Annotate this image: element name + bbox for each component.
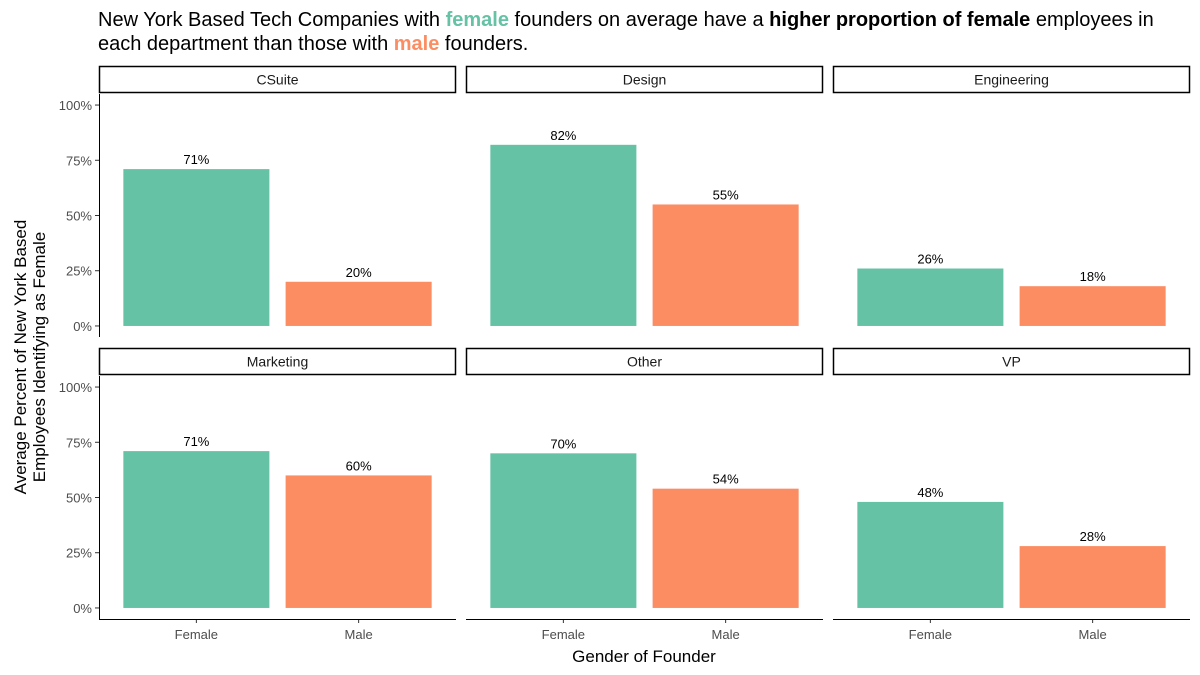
- bar-value-label: 70%: [550, 436, 576, 451]
- facet-label: Design: [623, 72, 667, 88]
- bar-value-label: 18%: [1080, 269, 1106, 284]
- bar-value-label: 20%: [346, 265, 372, 280]
- facet-strip: [465, 65, 824, 94]
- y-tick-label: 100%: [59, 380, 93, 395]
- y-tick-label: 100%: [59, 98, 93, 113]
- y-tick-label: 0%: [73, 319, 92, 334]
- facet-label: VP: [1002, 354, 1021, 370]
- title-bold-phrase: higher proportion of female: [769, 9, 1031, 31]
- bar-male: [652, 204, 799, 326]
- facet-strip: [465, 347, 824, 376]
- x-tick-label: Male: [1079, 627, 1107, 642]
- bar-female: [857, 501, 1004, 608]
- bar-value-label: 54%: [713, 472, 739, 487]
- y-tick-label: 50%: [66, 491, 92, 506]
- x-tick-label: Female: [909, 627, 952, 642]
- bar-male: [285, 475, 432, 608]
- title-female-word: female: [445, 9, 509, 31]
- y-tick-label: 0%: [73, 601, 92, 616]
- x-tick-label: Female: [542, 627, 585, 642]
- facet-strip: [832, 347, 1191, 376]
- bar-value-label: 28%: [1080, 529, 1106, 544]
- bar-male: [285, 281, 432, 326]
- title-part-2: founders on average have a: [508, 9, 770, 31]
- y-axis-title-line: Employees Identifying as Female: [30, 232, 49, 482]
- bar-female: [490, 453, 637, 608]
- bar-value-label: 60%: [346, 458, 372, 473]
- bar-female: [123, 451, 270, 608]
- bar-value-label: 55%: [713, 187, 739, 202]
- bar-value-label: 26%: [917, 252, 943, 267]
- title-part-3: employees in each department than those …: [98, 9, 1154, 55]
- y-tick-label: 25%: [66, 546, 92, 561]
- y-tick-label: 75%: [66, 153, 92, 168]
- facet-label: Engineering: [974, 72, 1049, 88]
- y-tick-label: 50%: [66, 209, 92, 224]
- bar-value-label: 82%: [550, 128, 576, 143]
- facet-strip: [832, 65, 1191, 94]
- facet-strip: [98, 65, 457, 94]
- facet-label: Marketing: [247, 354, 308, 370]
- x-tick-label: Male: [712, 627, 740, 642]
- title-part-4: founders.: [439, 33, 529, 55]
- bar-female: [857, 268, 1004, 326]
- x-tick-label: Female: [175, 627, 218, 642]
- bar-value-label: 71%: [183, 434, 209, 449]
- bar-female: [123, 169, 270, 326]
- y-tick-label: 25%: [66, 264, 92, 279]
- y-axis-title-line: Average Percent of New York Based: [11, 220, 30, 495]
- bar-male: [652, 488, 799, 608]
- x-tick-label: Male: [345, 627, 373, 642]
- title-male-word: male: [393, 33, 440, 55]
- y-tick-label: 75%: [66, 435, 92, 450]
- bar-value-label: 71%: [183, 152, 209, 167]
- bar-male: [1019, 286, 1166, 326]
- chart-title: New York Based Tech Companies with femal…: [98, 8, 1188, 56]
- facet-strip: [98, 347, 457, 376]
- bar-value-label: 48%: [917, 485, 943, 500]
- bar-male: [1019, 546, 1166, 608]
- y-axis-title: Average Percent of New York BasedEmploye…: [11, 220, 49, 495]
- x-axis-title: Gender of Founder: [572, 647, 716, 666]
- facet-label: Other: [627, 354, 662, 370]
- facet-label: CSuite: [256, 72, 298, 88]
- title-part-1: New York Based Tech Companies with: [98, 9, 446, 31]
- bar-female: [490, 144, 637, 326]
